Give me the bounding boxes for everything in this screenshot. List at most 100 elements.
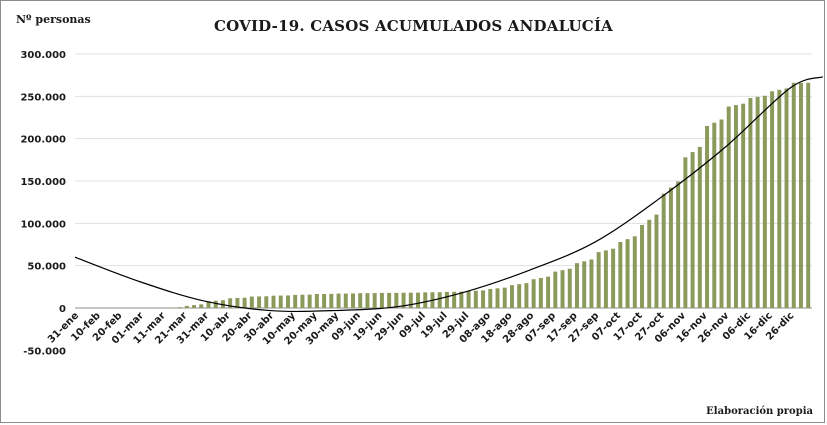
bar (444, 291, 449, 308)
bar (365, 293, 370, 308)
bar (495, 288, 500, 308)
y-tick-labels: -50.000 0 50.000 100.000 150.000 200.000 250.0… (20, 50, 66, 357)
bar (538, 277, 543, 308)
bar (690, 152, 695, 308)
bar (676, 181, 681, 308)
bar (343, 293, 348, 308)
bar (206, 301, 211, 308)
bar (784, 88, 789, 308)
bar (228, 298, 233, 308)
chart-title: COVID-19. CASOS ACUMULADOS ANDALUCÍA (213, 17, 613, 35)
bar (184, 305, 189, 308)
bar (379, 292, 384, 308)
bar (611, 248, 616, 308)
bar (661, 193, 666, 308)
bar (770, 91, 775, 309)
bar (719, 119, 724, 308)
bar (668, 187, 673, 308)
bar (285, 295, 290, 308)
y-tick-label: 250.000 (20, 92, 66, 103)
bar (372, 293, 377, 308)
bar (358, 293, 363, 308)
trend-line (74, 76, 824, 313)
y-tick-label: 150.000 (20, 177, 66, 188)
bar (199, 304, 204, 308)
bar (654, 214, 659, 308)
bar (726, 106, 731, 308)
bar (618, 241, 623, 308)
bar (632, 236, 637, 308)
bar (748, 98, 753, 308)
bar (293, 294, 298, 308)
y-tick-label: 100.000 (20, 219, 66, 230)
bar (459, 291, 464, 308)
bar (596, 252, 601, 308)
bar (242, 297, 247, 308)
bar (220, 300, 225, 308)
bar (509, 285, 514, 308)
gridlines (75, 53, 812, 309)
bar (300, 294, 305, 308)
bar (401, 292, 406, 308)
bar (553, 271, 558, 308)
bar (502, 287, 507, 308)
bar (589, 259, 594, 308)
bar (314, 294, 319, 308)
y-tick-label: 200.000 (20, 135, 66, 146)
bar (192, 305, 197, 308)
bar (531, 279, 536, 308)
bar (517, 284, 522, 308)
bar (546, 276, 551, 308)
bar (452, 291, 457, 308)
bar (488, 288, 493, 308)
bar (466, 291, 471, 308)
bar (213, 300, 218, 308)
bar (264, 296, 269, 308)
bar (762, 95, 767, 308)
bar (423, 292, 428, 308)
bar (798, 82, 803, 308)
bar (481, 290, 486, 308)
bar (524, 283, 529, 308)
bar (777, 89, 782, 308)
bar (791, 82, 796, 308)
bar (307, 294, 312, 308)
bar (257, 296, 262, 308)
y-tick-label: 50.000 (27, 262, 66, 273)
bar (235, 297, 240, 308)
bar (603, 250, 608, 308)
bar (271, 295, 276, 308)
bar (408, 292, 413, 308)
y-tick-label: 0 (59, 304, 66, 315)
bar (697, 146, 702, 308)
bar (336, 293, 341, 308)
bar (625, 239, 630, 308)
bar (387, 292, 392, 308)
bar (806, 82, 811, 308)
bar (683, 157, 688, 308)
bar (329, 293, 334, 308)
y-tick-label: -50.000 (23, 346, 66, 357)
y-axis-label: Nº personas (16, 13, 91, 26)
bar (437, 292, 442, 308)
bar (249, 296, 254, 308)
bar (567, 268, 572, 308)
bar (755, 96, 760, 308)
bar (322, 293, 327, 308)
bar (177, 307, 182, 308)
bar (560, 270, 565, 308)
bar (712, 122, 717, 309)
bar (640, 225, 645, 308)
bar (416, 292, 421, 308)
y-tick-label: 300.000 (20, 50, 66, 61)
bar (705, 125, 710, 308)
bar (733, 105, 738, 309)
bar (575, 263, 579, 308)
bar (473, 290, 478, 308)
bar (741, 103, 746, 308)
x-tick-labels: 31-ene10-feb20-feb01-mar11-mar21-mar31-m… (46, 310, 797, 347)
bar (351, 293, 355, 308)
bar (394, 292, 399, 308)
